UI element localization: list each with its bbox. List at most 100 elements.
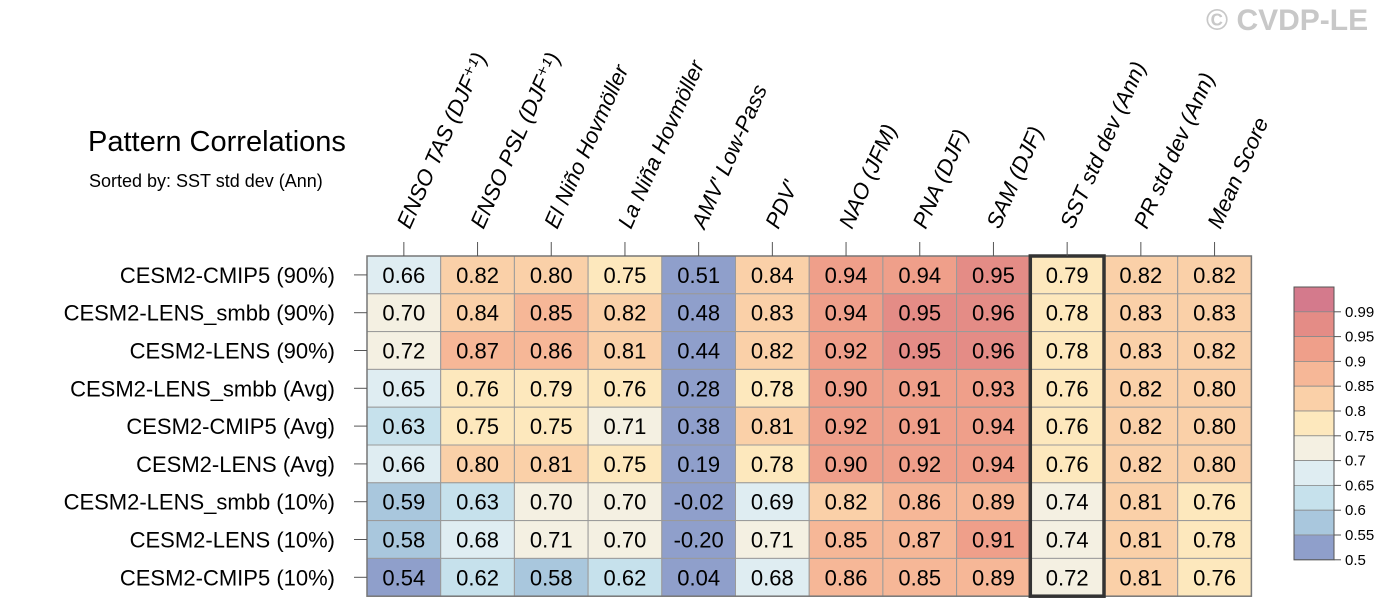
cell-value: 0.62	[456, 565, 499, 590]
cell-value: 0.51	[677, 263, 720, 288]
heatmap-cell	[366, 406, 442, 446]
heatmap-cell	[1103, 557, 1179, 597]
row-label: CESM2-LENS_smbb (10%)	[64, 490, 335, 515]
cell-value: 0.93	[972, 376, 1015, 401]
cell-value: 0.92	[825, 339, 868, 364]
cell-value: 0.95	[898, 301, 941, 326]
cell-value: 0.62	[604, 565, 647, 590]
cell-value: 0.75	[456, 414, 499, 439]
colorbar-border	[1293, 286, 1335, 561]
cell-value: 0.38	[677, 414, 720, 439]
cell-value: 0.94	[972, 452, 1015, 477]
cell-value: 0.70	[604, 490, 647, 515]
colorbar-label: 0.99	[1345, 304, 1374, 321]
cell-value: 0.82	[1119, 376, 1162, 401]
heatmap-cell	[735, 482, 810, 522]
cell-value: 0.96	[972, 339, 1015, 364]
cell-value: 0.58	[530, 565, 573, 590]
cell-value: 0.92	[825, 414, 868, 439]
heatmap-cell	[587, 520, 663, 559]
cell-value: 0.78	[1046, 339, 1089, 364]
heatmap-cell	[956, 331, 1031, 370]
cell-value: 0.79	[1046, 263, 1089, 288]
heatmap-cell	[882, 557, 958, 597]
heatmap-cell	[1177, 482, 1252, 522]
colorbar-label: 0.55	[1345, 527, 1374, 544]
column-label: PNA (DJF)	[907, 125, 973, 232]
heatmap-cell	[808, 293, 884, 333]
column-label: Mean Score	[1202, 113, 1273, 232]
cell-value: 0.65	[382, 376, 425, 401]
row-label: CESM2-LENS (Avg)	[136, 452, 335, 477]
colorbar-label: 0.95	[1345, 329, 1374, 346]
column-label: AMV' Low-Pass	[686, 81, 773, 234]
cell-value: 0.84	[456, 301, 499, 326]
cell-value: 0.82	[456, 263, 499, 288]
cell-value: 0.95	[898, 339, 941, 364]
row-label: CESM2-CMIP5 (10%)	[120, 565, 335, 590]
heatmap-cell	[1177, 406, 1252, 446]
cell-value: 0.82	[1119, 452, 1162, 477]
heatmap-cell	[882, 406, 958, 446]
cell-value: 0.83	[1119, 339, 1162, 364]
heatmap-cell	[1177, 520, 1252, 559]
cell-value: 0.80	[1193, 452, 1236, 477]
cell-value: 0.72	[382, 339, 425, 364]
cell-value: 0.82	[1119, 263, 1162, 288]
heatmap-cell	[882, 444, 958, 484]
colorbar-label: 0.8	[1345, 403, 1366, 420]
heatmap-cell	[735, 444, 810, 484]
cell-value: 0.63	[382, 414, 425, 439]
cell-value: 0.91	[898, 414, 941, 439]
heatmap-cell	[882, 520, 958, 559]
cell-value: 0.75	[530, 414, 573, 439]
cell-value: 0.80	[530, 263, 573, 288]
heatmap-cell	[513, 557, 589, 597]
cell-value: 0.76	[1046, 452, 1089, 477]
cell-value: 0.70	[604, 528, 647, 553]
heatmap-cell	[661, 520, 736, 559]
cell-value: 0.76	[1193, 565, 1236, 590]
heatmap-cell	[1029, 331, 1105, 370]
colorbar-swatch	[1293, 286, 1335, 313]
cell-value: 0.82	[604, 301, 647, 326]
heatmap-cell	[735, 557, 810, 597]
cell-value: 0.94	[825, 263, 868, 288]
colorbar-swatch	[1293, 360, 1335, 387]
cell-value: 0.82	[1193, 339, 1236, 364]
cell-value: 0.75	[604, 452, 647, 477]
cell-value: 0.81	[1119, 565, 1162, 590]
colorbar-swatch	[1293, 385, 1335, 412]
cell-value: 0.75	[604, 263, 647, 288]
heatmap-cell	[956, 293, 1031, 333]
row-label: CESM2-LENS_smbb (90%)	[64, 301, 335, 326]
cell-value: 0.83	[751, 301, 794, 326]
cell-value: 0.76	[604, 376, 647, 401]
colorbar-label: 0.65	[1345, 477, 1374, 494]
heatmap-cell	[1103, 406, 1179, 446]
cell-value: 0.78	[751, 452, 794, 477]
cell-value: 0.95	[972, 263, 1015, 288]
row-label: CESM2-CMIP5 (90%)	[120, 263, 335, 288]
cell-value: 0.28	[677, 376, 720, 401]
heatmap-cell	[587, 331, 663, 370]
cell-value: 0.48	[677, 301, 720, 326]
colorbar-label: 0.85	[1345, 378, 1374, 395]
heatmap-cell	[1103, 444, 1179, 484]
cell-value: 0.66	[382, 452, 425, 477]
heatmap-cell	[661, 406, 736, 446]
colorbar-label: 0.6	[1345, 502, 1366, 519]
cell-value: 0.58	[382, 528, 425, 553]
heatmap-cell	[1103, 368, 1179, 408]
colorbar-swatch	[1293, 509, 1335, 536]
heatmap-cell	[1103, 255, 1179, 295]
heatmap-cell	[735, 520, 810, 559]
cell-value: 0.78	[1193, 528, 1236, 553]
cell-value: 0.44	[677, 339, 720, 364]
cell-value: 0.76	[1046, 376, 1089, 401]
cell-value: 0.83	[1193, 301, 1236, 326]
column-label: PR std dev (Ann)	[1129, 69, 1220, 232]
colorbar-label: 0.75	[1345, 428, 1374, 445]
heatmap-cell	[1029, 444, 1105, 484]
